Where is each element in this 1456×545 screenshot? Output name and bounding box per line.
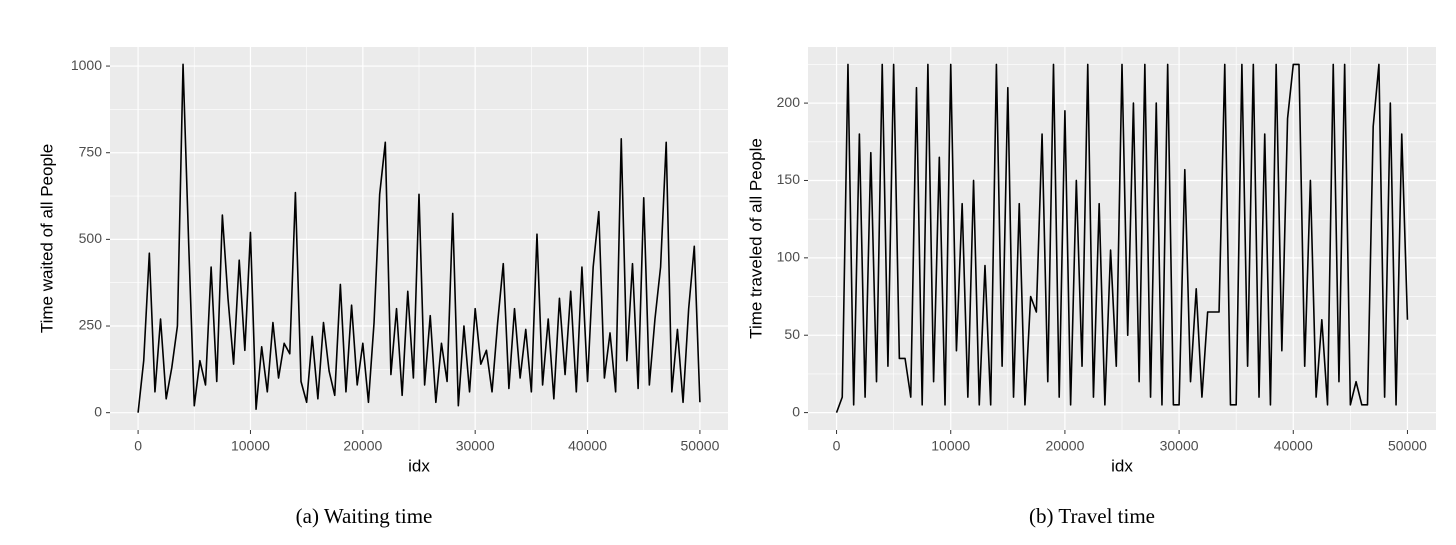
caption: (a) Waiting time [296,504,433,528]
y-tick-label: 500 [79,230,103,246]
y-tick-label: 200 [777,94,801,110]
x-tick-label: 50000 [680,438,719,454]
x-tick-label: 40000 [1274,438,1313,454]
y-tick-label: 1000 [71,57,102,73]
x-tick-label: 10000 [931,438,970,454]
y-axis-title: Time traveled of all People [746,138,765,339]
x-tick-label: 50000 [1388,438,1427,454]
x-tick-label: 0 [833,438,841,454]
y-tick-label: 250 [79,317,103,333]
y-tick-label: 750 [79,143,103,159]
x-tick-label: 10000 [231,438,270,454]
x-tick-label: 30000 [1160,438,1199,454]
x-tick-label: 0 [134,438,142,454]
y-tick-label: 50 [784,326,800,342]
x-axis-title: idx [1111,456,1133,475]
data-line [137,63,701,413]
y-axis-title: Time waited of all People [37,144,56,333]
data-line [835,63,1409,413]
y-tick-label: 0 [94,403,102,419]
x-tick-label: 20000 [1045,438,1084,454]
x-axis-title: idx [408,456,430,475]
y-tick-label: 150 [777,171,801,187]
caption: (b) Travel time [1029,504,1155,528]
y-tick-label: 0 [792,403,800,419]
x-tick-label: 30000 [456,438,495,454]
y-tick-label: 100 [777,249,801,265]
x-tick-label: 20000 [343,438,382,454]
x-tick-label: 40000 [568,438,607,454]
